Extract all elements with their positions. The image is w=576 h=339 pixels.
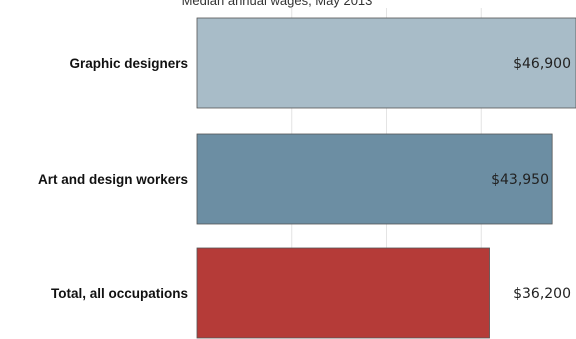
bar-3 [196,247,490,339]
bar-1 [196,17,576,109]
category-label-1: Graphic designers [69,56,188,71]
value-label-2: $43,950 [491,172,549,188]
bars [196,17,576,339]
category-label-3: Total, all occupations [51,286,188,301]
category-labels: Graphic designers Art and design workers T… [38,56,188,301]
chart-title: Median annual wages, May 2013 [182,0,373,8]
value-labels: $46,900 $43,950 $36,200 [491,56,571,302]
category-label-2: Art and design workers [38,172,188,187]
value-label-1: $46,900 [513,56,571,72]
bar-2 [196,133,553,225]
value-label-3: $36,200 [513,286,571,302]
